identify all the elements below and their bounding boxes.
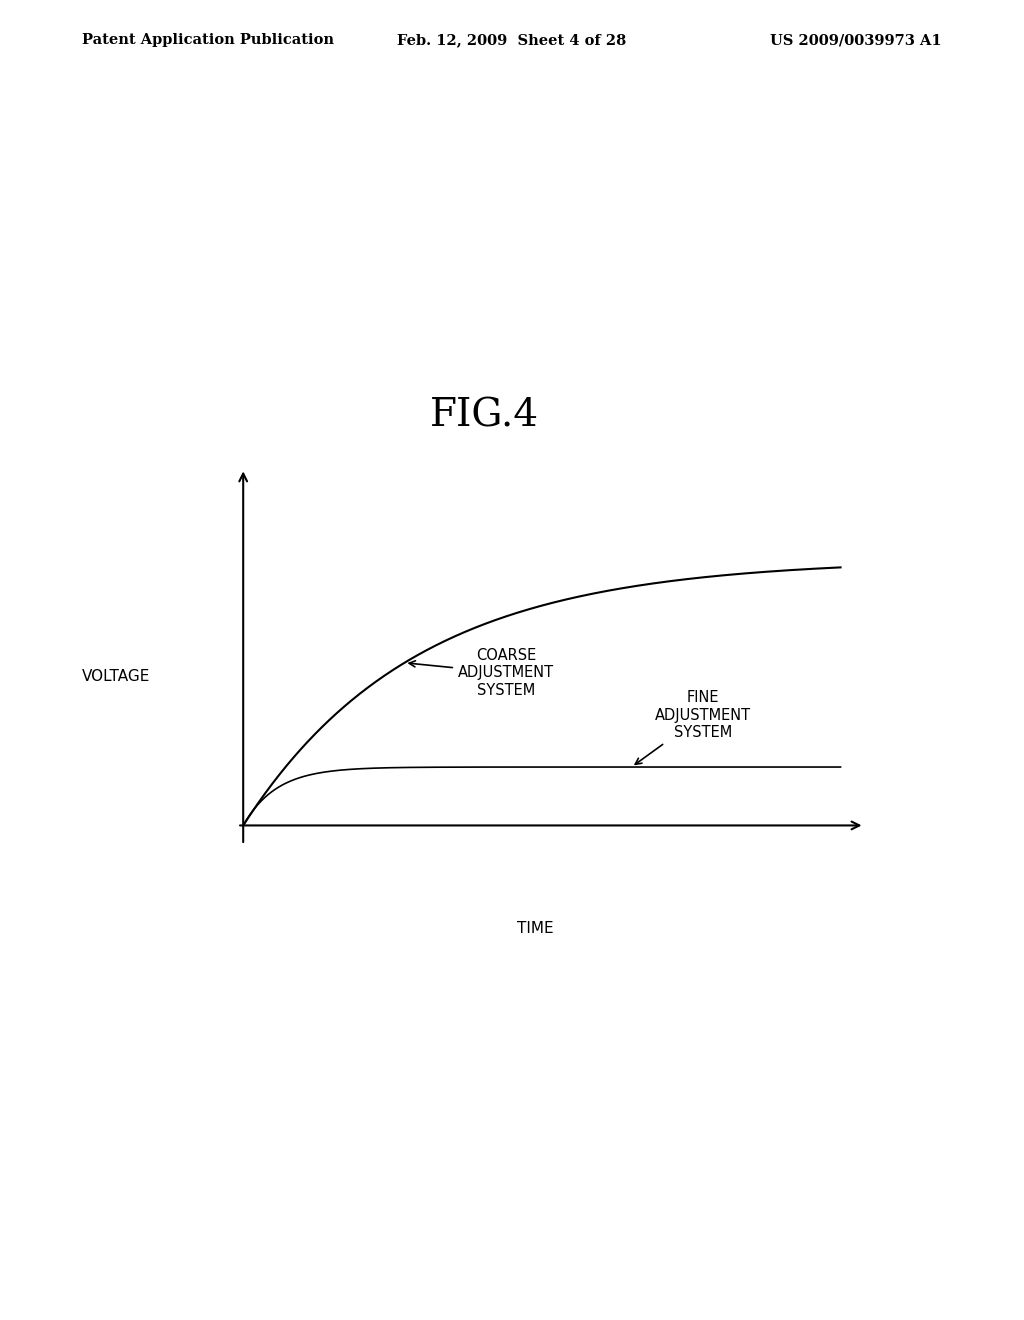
Text: Feb. 12, 2009  Sheet 4 of 28: Feb. 12, 2009 Sheet 4 of 28 (397, 33, 627, 48)
Text: VOLTAGE: VOLTAGE (82, 669, 150, 684)
Text: FIG.4: FIG.4 (430, 397, 540, 434)
Text: TIME: TIME (517, 921, 553, 936)
Text: Patent Application Publication: Patent Application Publication (82, 33, 334, 48)
Text: COARSE
ADJUSTMENT
SYSTEM: COARSE ADJUSTMENT SYSTEM (410, 648, 554, 698)
Text: US 2009/0039973 A1: US 2009/0039973 A1 (770, 33, 942, 48)
Text: FINE
ADJUSTMENT
SYSTEM: FINE ADJUSTMENT SYSTEM (635, 690, 752, 764)
